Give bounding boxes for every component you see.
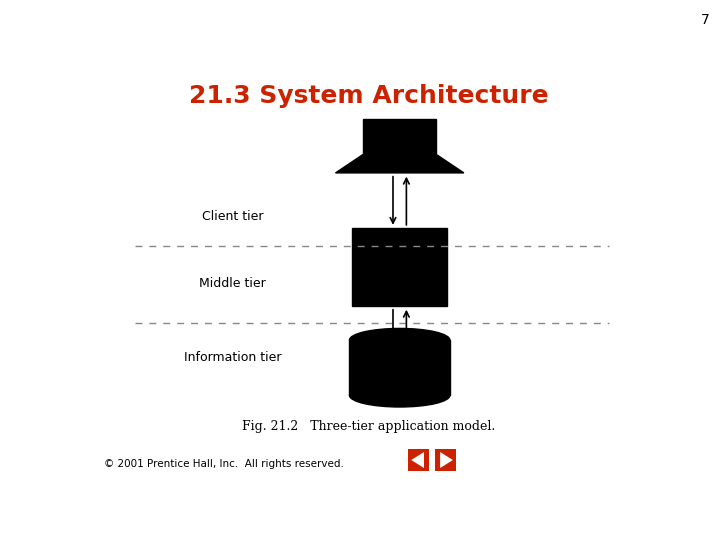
Polygon shape (440, 452, 453, 468)
Polygon shape (349, 340, 450, 395)
Text: 21.3 System Architecture: 21.3 System Architecture (189, 84, 549, 107)
Polygon shape (352, 228, 447, 306)
Polygon shape (336, 154, 464, 173)
Polygon shape (364, 119, 436, 154)
Text: 7: 7 (701, 14, 709, 28)
Text: Client tier: Client tier (202, 210, 263, 223)
Text: Middle tier: Middle tier (199, 276, 266, 289)
Bar (435, 449, 456, 471)
Bar (408, 449, 429, 471)
Ellipse shape (349, 328, 450, 352)
Polygon shape (411, 452, 424, 468)
Ellipse shape (349, 384, 450, 407)
Text: © 2001 Prentice Hall, Inc.  All rights reserved.: © 2001 Prentice Hall, Inc. All rights re… (104, 459, 344, 469)
Text: Information tier: Information tier (184, 352, 281, 365)
Text: Fig. 21.2   Three-tier application model.: Fig. 21.2 Three-tier application model. (243, 420, 495, 433)
